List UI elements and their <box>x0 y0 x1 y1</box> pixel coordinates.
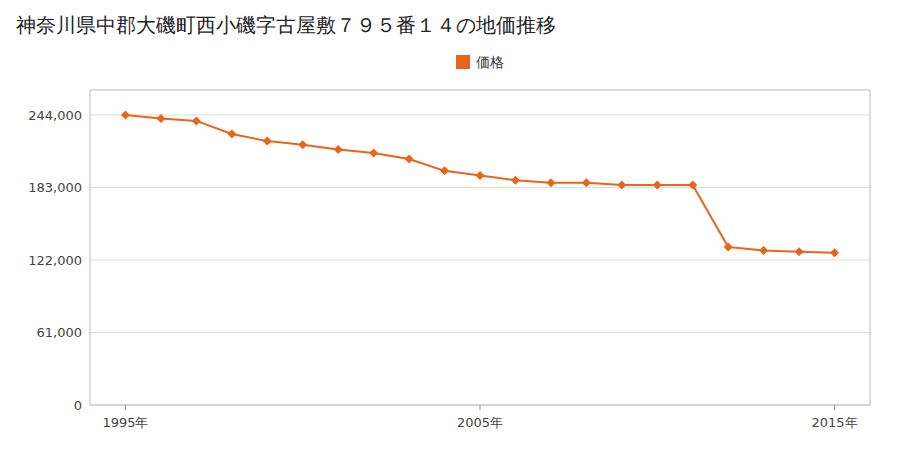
marker <box>511 176 520 185</box>
legend-swatch <box>456 55 470 69</box>
legend-label: 価格 <box>476 54 504 70</box>
x-tick-label: 2015年 <box>811 415 857 430</box>
y-tick-label: 183,000 <box>28 180 82 195</box>
line <box>125 115 834 253</box>
y-tick-label: 0 <box>74 398 82 413</box>
y-tick-label: 122,000 <box>28 253 82 268</box>
axes: 0 61,000 122,000 183,000 244,000 1995年 2005年 20… <box>28 90 870 430</box>
grid-line <box>90 332 870 333</box>
marker <box>440 166 449 175</box>
marker <box>298 140 307 149</box>
x-tick <box>834 405 835 410</box>
plot-area <box>121 110 839 257</box>
marker <box>121 110 130 119</box>
marker <box>227 129 236 138</box>
title: 神奈川県中郡大磯町西小磯字古屋敷７９５番１４の地価推移 <box>16 13 556 37</box>
x-tick <box>125 405 126 410</box>
marker <box>334 145 343 154</box>
marker <box>546 178 555 187</box>
x-tick <box>480 405 481 410</box>
marker <box>724 242 733 251</box>
marker <box>192 116 201 125</box>
marker <box>263 137 272 146</box>
marker <box>759 246 768 255</box>
grid-line <box>90 187 870 188</box>
marker <box>617 181 626 190</box>
chart: 神奈川県中郡大磯町西小磯字古屋敷７９５番１４の地価推移価格 0 61,000 122,… <box>0 0 900 450</box>
marker <box>156 114 165 123</box>
marker <box>369 149 378 158</box>
grid-line <box>90 114 870 115</box>
x-tick-label: 2005年 <box>457 415 503 430</box>
marker <box>688 181 697 190</box>
marker <box>653 181 662 190</box>
legend: 価格 <box>456 54 504 70</box>
marker <box>582 178 591 187</box>
marker <box>830 248 839 257</box>
background <box>0 0 900 450</box>
marker <box>795 247 804 256</box>
x-tick-label: 1995年 <box>102 415 148 430</box>
marker <box>476 171 485 180</box>
plot-frame <box>90 90 870 405</box>
marker <box>405 154 414 163</box>
y-tick-label: 61,000 <box>37 325 83 340</box>
grid-line <box>90 259 870 260</box>
y-tick-label: 244,000 <box>28 108 82 123</box>
